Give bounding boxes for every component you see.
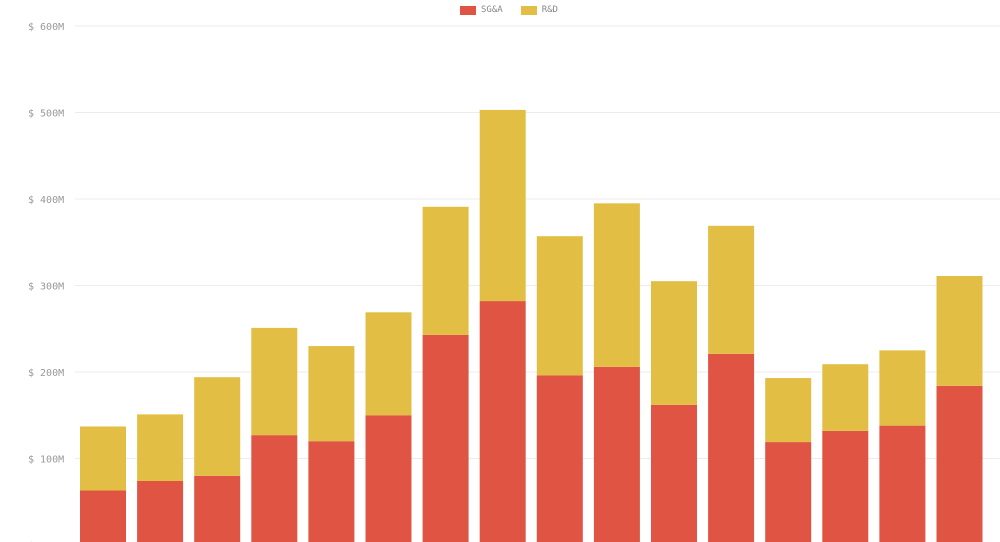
legend-swatch-sga <box>460 5 476 15</box>
bar-segment-sga <box>137 480 184 542</box>
bar-segment-sga <box>308 441 355 542</box>
bar-segment-sga <box>822 430 869 542</box>
legend-item-rd: R&D <box>520 5 558 15</box>
bar-segment-rd <box>765 378 812 443</box>
bar-segment-sga <box>879 425 926 542</box>
bar-segment-rd <box>308 346 355 442</box>
bar-segment-rd <box>879 350 926 426</box>
legend-label-rd: R&D <box>541 5 558 15</box>
bar-segment-rd <box>137 414 184 481</box>
legend: SG&A R&D <box>460 5 558 15</box>
bar-segment-rd <box>651 281 697 405</box>
bar-segment-rd <box>479 109 526 302</box>
legend-swatch-rd <box>520 5 537 15</box>
bar-segment-sga <box>479 301 526 542</box>
bar-segment-rd <box>80 426 126 491</box>
y-tick-label: $ 200M <box>28 368 64 379</box>
legend-label-sga: SG&A <box>481 5 503 15</box>
bar-segment-rd <box>822 364 869 431</box>
y-tick-label: $ 300M <box>28 282 64 293</box>
bar-segment-sga <box>251 435 298 542</box>
bar-segment-sga <box>651 404 697 542</box>
bar-segment-sga <box>422 334 469 542</box>
bar-segment-rd <box>194 377 241 476</box>
bar-segment-sga <box>194 475 241 542</box>
bar-segment-rd <box>365 312 412 416</box>
bar-segment-sga <box>365 415 412 542</box>
bar-segment-sga <box>536 375 583 542</box>
y-tick-label: $ 600M <box>28 22 64 33</box>
bar-segment-sga <box>80 490 126 542</box>
y-tick-label: $ 100M <box>28 455 64 466</box>
y-tick-label: $ 500M <box>28 109 64 120</box>
bar-segment-rd <box>422 206 469 335</box>
bar-segment-sga <box>708 353 755 542</box>
bar-segment-sga <box>593 366 640 542</box>
bar-segment-rd <box>593 203 640 367</box>
y-tick-label: $ 400M <box>28 195 64 206</box>
bar-segment-rd <box>936 275 983 386</box>
bar-segment-sga <box>936 385 983 542</box>
bar-segment-sga <box>765 442 812 542</box>
bar-segment-rd <box>251 327 298 436</box>
legend-item-sga: SG&A <box>460 5 503 15</box>
bar-segment-rd <box>708 225 755 354</box>
bar-segment-rd <box>536 236 583 376</box>
